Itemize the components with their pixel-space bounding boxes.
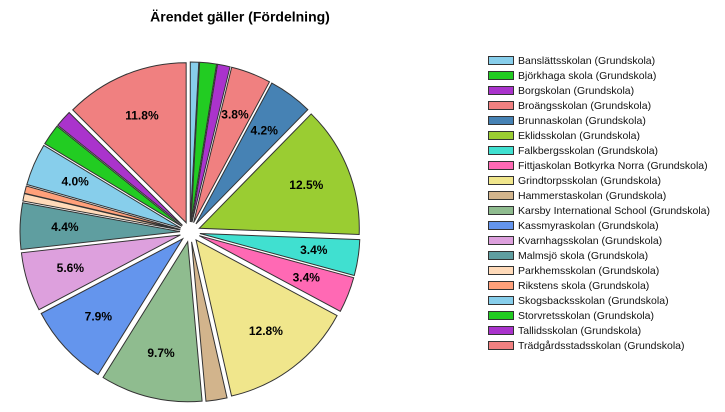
pie-slice [44, 125, 183, 227]
legend-item: Grindtorpsskolan (Grundskola) [488, 175, 720, 187]
legend-item: Banslättsskolan (Grundskola) [488, 55, 720, 67]
slice-label: 11.8% [125, 109, 159, 123]
pie-slice [199, 235, 355, 313]
pie-slice [26, 144, 182, 229]
legend-swatch [488, 221, 514, 230]
legend-item: Trädgårdsstadsskolan (Grundskola) [488, 340, 720, 352]
legend-item: Brunnaskolan (Grundskola) [488, 115, 720, 127]
slice-label: 12.5% [289, 178, 323, 192]
legend-item: Parkhemsskolan (Grundskola) [488, 265, 720, 277]
pie-slice [195, 238, 338, 397]
legend-label: Kassmyraskolan (Grundskola) [518, 220, 659, 232]
legend-swatch [488, 176, 514, 185]
pie-slice [19, 202, 181, 251]
legend-swatch [488, 71, 514, 80]
legend-label: Brunnaskolan (Grundskola) [518, 115, 646, 127]
legend-swatch [488, 116, 514, 125]
legend-swatch [488, 326, 514, 335]
pie-slice [199, 233, 361, 277]
legend-swatch [488, 161, 514, 170]
slice-label: 3.4% [300, 243, 328, 257]
legend-label: Eklidsskolan (Grundskola) [518, 130, 640, 142]
pie-area: Ärendet gäller (Fördelning) 3.8%4.2% 12.5… [19, 9, 361, 403]
legend-swatch [488, 341, 514, 350]
legend-swatch [488, 146, 514, 155]
pie-slice [57, 111, 183, 226]
slice-label: 7.9% [85, 309, 113, 323]
legend-swatch [488, 266, 514, 275]
legend-label: Borgskolan (Grundskola) [518, 85, 635, 97]
legend-label: Hammerstaskolan (Grundskola) [518, 190, 667, 202]
legend-item: Falkbergsskolan (Grundskola) [488, 145, 720, 157]
legend-swatch [488, 86, 514, 95]
legend-swatch [488, 56, 514, 65]
legend-label: Tallidsskolan (Grundskola) [518, 325, 642, 337]
legend-label: Fittjaskolan Botkyrka Norra (Grundskola) [518, 160, 708, 172]
legend-item: Broängsskolan (Grundskola) [488, 100, 720, 112]
legend-swatch [488, 296, 514, 305]
legend-label: Karsby International School (Grundskola) [518, 205, 711, 217]
pie-slice [198, 113, 360, 235]
legend-swatch [488, 281, 514, 290]
slice-label: 12.8% [249, 324, 283, 338]
legend-label: Falkbergsskolan (Grundskola) [518, 145, 659, 157]
legend-item: Malmsjö skola (Grundskola) [488, 250, 720, 262]
legend-label: Björkhaga skola (Grundskola) [518, 70, 657, 82]
legend-swatch [488, 236, 514, 245]
pie-slice [195, 82, 309, 225]
pie-slice [23, 185, 181, 230]
legend-swatch [488, 206, 514, 215]
slice-label: 5.6% [57, 261, 85, 275]
legend-label: Grindtorpsskolan (Grundskola) [518, 175, 661, 187]
legend-item: Tallidsskolan (Grundskola) [488, 325, 720, 337]
legend-label: Skogsbacksskolan (Grundskola) [518, 295, 669, 307]
slice-label: 9.7% [147, 346, 175, 360]
slice-label: 4.0% [61, 174, 89, 188]
pie-slice [40, 237, 185, 376]
pie-slice [193, 66, 271, 223]
pie-slice [20, 234, 181, 311]
legend-item: Storvretsskolan (Grundskola) [488, 310, 720, 322]
slice-label: 4.2% [251, 123, 279, 137]
legend-item: Eklidsskolan (Grundskola) [488, 130, 720, 142]
legend-swatch [488, 101, 514, 110]
legend-swatch [488, 311, 514, 320]
pie-slice [72, 62, 187, 224]
pie-slice [191, 63, 231, 223]
legend-item: Björkhaga skola (Grundskola) [488, 70, 720, 82]
legend-label: Kvarnhagsskolan (Grundskola) [518, 235, 663, 247]
legend-item: Borgskolan (Grundskola) [488, 85, 720, 97]
legend: Banslättsskolan (Grundskola) Björkhaga sk… [488, 55, 720, 355]
legend-item: Kvarnhagsskolan (Grundskola) [488, 235, 720, 247]
legend-label: Storvretsskolan (Grundskola) [518, 310, 654, 322]
pie-slice [102, 240, 203, 403]
legend-label: Malmsjö skola (Grundskola) [518, 250, 649, 262]
legend-item: Fittjaskolan Botkyrka Norra (Grundskola) [488, 160, 720, 172]
pie-slice [189, 61, 200, 223]
legend-label: Broängsskolan (Grundskola) [518, 100, 652, 112]
legend-swatch [488, 251, 514, 260]
legend-label: Parkhemsskolan (Grundskola) [518, 265, 660, 277]
legend-label: Rikstens skola (Grundskola) [518, 280, 650, 292]
legend-item: Karsby International School (Grundskola) [488, 205, 720, 217]
slice-label: 3.4% [293, 270, 321, 284]
legend-label: Trädgårdsstadsskolan (Grundskola) [518, 340, 685, 352]
legend-item: Skogsbacksskolan (Grundskola) [488, 295, 720, 307]
pie-slice [191, 241, 228, 402]
legend-label: Banslättsskolan (Grundskola) [518, 55, 656, 67]
legend-item: Hammerstaskolan (Grundskola) [488, 190, 720, 202]
legend-swatch [488, 131, 514, 140]
legend-swatch [488, 191, 514, 200]
slice-label: 3.8% [221, 107, 249, 121]
pie-slice [190, 61, 218, 223]
slice-label: 4.4% [51, 220, 79, 234]
legend-item: Kassmyraskolan (Grundskola) [488, 220, 720, 232]
legend-item: Rikstens skola (Grundskola) [488, 280, 720, 292]
chart-title: Ärendet gäller (Fördelning) [150, 9, 330, 25]
